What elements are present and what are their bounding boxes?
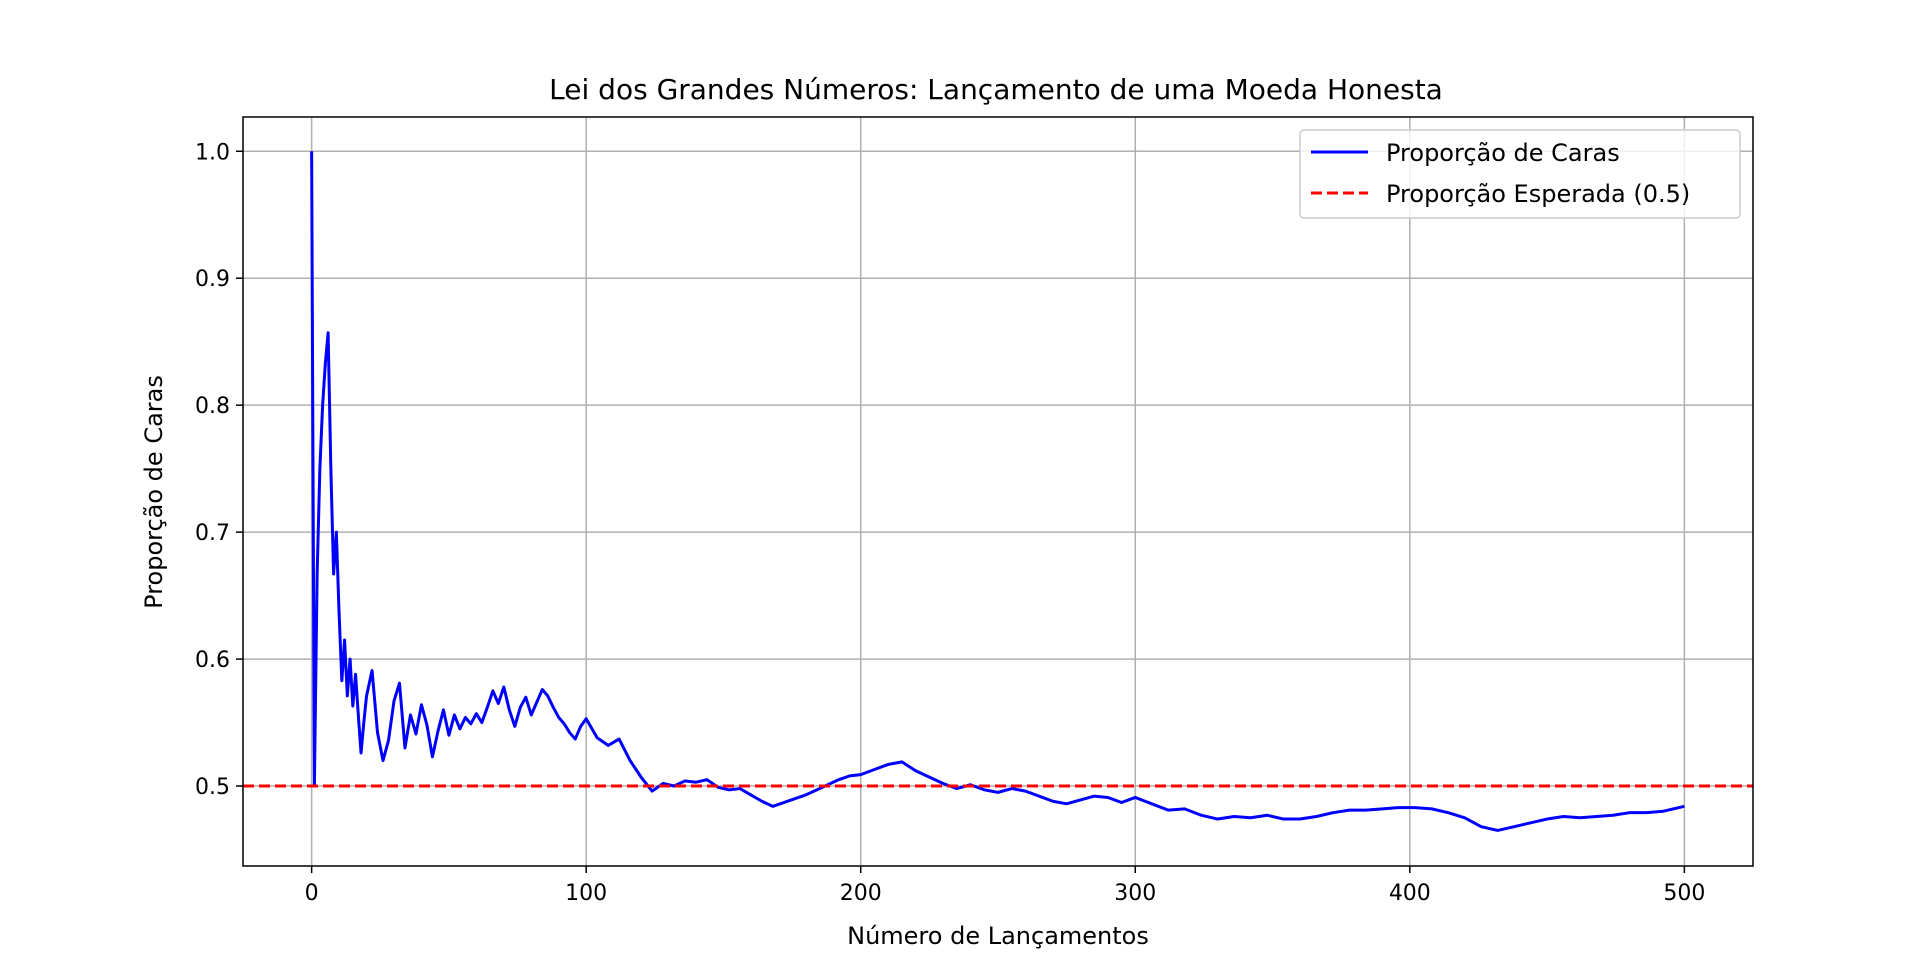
x-tick-label: 500	[1663, 881, 1705, 906]
y-axis-label: Proporção de Caras	[140, 375, 168, 609]
y-tick-label: 0.5	[195, 775, 230, 800]
legend-label-proporcao-de-caras: Proporção de Caras	[1386, 139, 1620, 167]
legend: Proporção de Caras Proporção Esperada (0…	[1299, 129, 1741, 219]
x-tick-label: 300	[1114, 881, 1156, 906]
x-axis-label: Número de Lançamentos	[847, 922, 1149, 950]
grid	[243, 117, 1753, 866]
x-tick-label: 100	[565, 881, 607, 906]
x-tick-label: 0	[305, 881, 319, 906]
y-tick-label: 0.9	[195, 267, 230, 292]
y-axis-ticks: 0.5 0.6 0.7 0.8 0.9 1.0	[195, 140, 243, 800]
y-tick-label: 0.8	[195, 394, 230, 419]
x-tick-label: 400	[1389, 881, 1431, 906]
x-axis-ticks: 0 100 200 300 400 500	[305, 866, 1705, 906]
y-tick-label: 1.0	[195, 140, 230, 165]
y-tick-label: 0.7	[195, 521, 230, 546]
plot-frame	[242, 116, 1754, 867]
series-line-proporcao-de-caras	[310, 151, 1685, 832]
series-layer	[243, 151, 1753, 832]
legend-box	[1299, 129, 1741, 219]
y-tick-label: 0.6	[195, 648, 230, 673]
legend-label-proporcao-esperada: Proporção Esperada (0.5)	[1386, 180, 1690, 208]
x-tick-label: 200	[840, 881, 882, 906]
chart-title: Lei dos Grandes Números: Lançamento de u…	[549, 73, 1443, 106]
